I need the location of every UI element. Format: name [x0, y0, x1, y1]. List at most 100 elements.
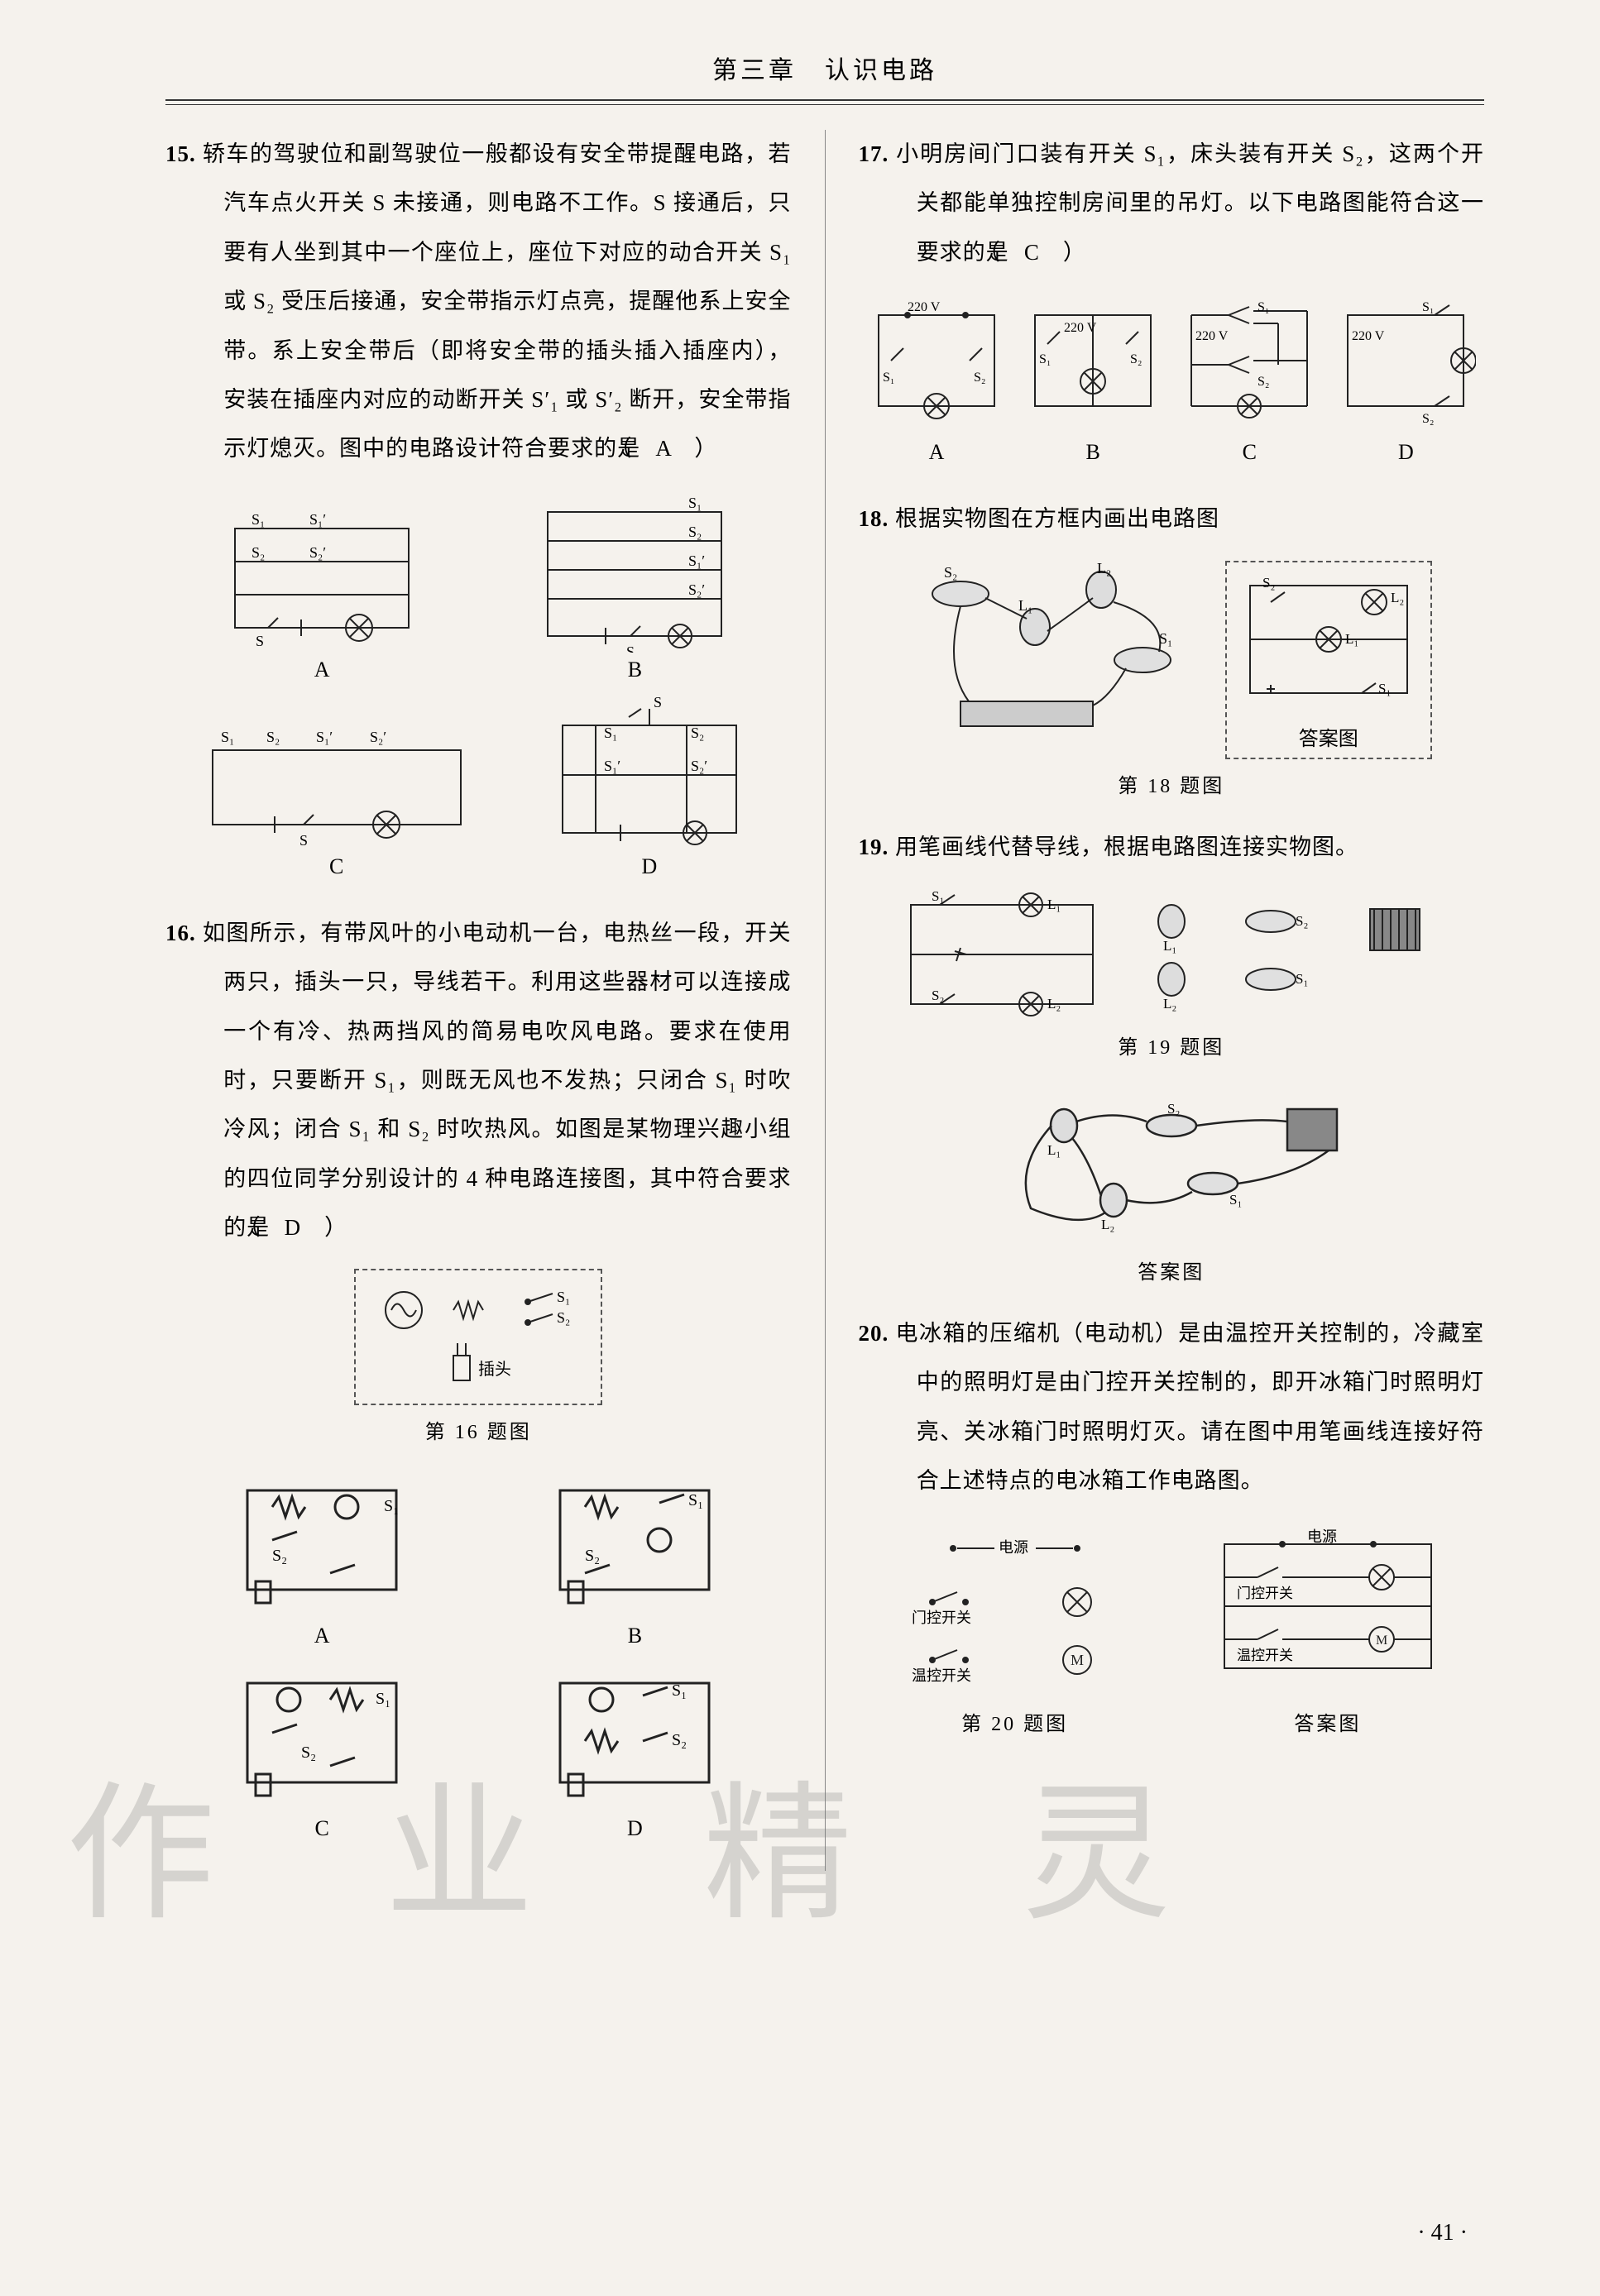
- q16-figure-stem: S₁ S₂ 插头 第 16 题图: [165, 1269, 792, 1444]
- svg-text:L₂: L₂: [1097, 561, 1111, 576]
- q17-a-icon: 220 V S₁ S₂: [866, 299, 1007, 431]
- q17-option-d: 220 V S₁ S₂ D: [1335, 299, 1476, 465]
- q19-body: 用笔画线代替导线，根据电路图连接实物图。: [895, 835, 1358, 859]
- q15-option-a: S₁ S₁′ S₂ S₂′ S A: [218, 512, 425, 682]
- circuit-d-icon: S S₁ S₂ S₁′ S₂′: [546, 692, 753, 849]
- q17-text-wrap: 17. 小明房间门口装有开关 S₁，床头装有开关 S₂，这两个开关都能单独控制房…: [859, 130, 1485, 277]
- q17-c-icon: 220 V S₁ S₂: [1179, 299, 1320, 431]
- q16-label-d: D: [535, 1816, 734, 1841]
- q18-text-wrap: 18. 根据实物图在方框内画出电路图: [859, 495, 1485, 543]
- q17-label-c: C: [1179, 440, 1320, 465]
- svg-text:L₂: L₂: [1163, 996, 1176, 1012]
- v220-a: 220 V: [908, 300, 941, 314]
- svg-text:S₁: S₁: [384, 1497, 399, 1515]
- q17-label-d: D: [1335, 440, 1476, 465]
- q16-label-b: B: [535, 1624, 734, 1648]
- svg-text:S₁: S₁: [1039, 352, 1051, 366]
- q16-body: 如图所示，有带风叶的小电动机一台，电热丝一段，开关两只，插头一只，导线若干。利用…: [203, 921, 792, 1240]
- svg-text:S₂′: S₂′: [688, 581, 705, 598]
- circuit-b-icon: S₁ S₂ S₁′ S₂′ S: [531, 495, 738, 653]
- svg-text:S₁: S₁: [1422, 300, 1434, 314]
- q18-caption: 第 18 题图: [859, 769, 1485, 798]
- q15-label-b: B: [531, 658, 738, 682]
- q15-text-wrap: 15. 轿车的驾驶位和副驾驶位一般都设有安全带提醒电路，若汽车点火开关 S 未接…: [165, 130, 792, 474]
- q20-temp-a: 温控开关: [912, 1667, 971, 1684]
- svg-text:S₂′: S₂′: [691, 758, 707, 774]
- svg-text:S: S: [299, 832, 308, 849]
- problem-18: 18. 根据实物图在方框内画出电路图: [859, 495, 1485, 797]
- q16-b-icon: S₁ S₂: [535, 1466, 734, 1614]
- q20-answer: M 电源 门控开关 温控开关 答案图: [1200, 1528, 1456, 1736]
- q16-d-icon: S₁ S₂: [535, 1658, 734, 1807]
- right-column: 17. 小明房间门口装有开关 S₁，床头装有开关 S₂，这两个开关都能单独控制房…: [859, 130, 1485, 1871]
- q19-answer-icon: L₁ L₂ S₂ S₁: [981, 1076, 1362, 1241]
- q15-label-d: D: [546, 854, 753, 879]
- svg-text:S₁: S₁: [557, 1289, 570, 1305]
- svg-text:S₂: S₂: [266, 729, 280, 745]
- q19-figure: S₁ L₁ S₂ L₂ L₁: [859, 888, 1485, 1021]
- page-number: · 41 ·: [1417, 2220, 1468, 2246]
- svg-text:S₁: S₁: [688, 1491, 703, 1509]
- rule-thick: [165, 99, 1484, 101]
- q16-option-a: S₁ S₂ A: [223, 1466, 421, 1648]
- svg-text:S₂: S₂: [974, 371, 985, 385]
- q18-body: 根据实物图在方框内画出电路图: [895, 506, 1219, 531]
- svg-text:S₁: S₁: [932, 888, 944, 904]
- q16-c-icon: S₁ S₂: [223, 1658, 421, 1807]
- svg-text:S₁: S₁: [1159, 630, 1172, 647]
- svg-text:S₂: S₂: [932, 988, 944, 1003]
- svg-text:S₁: S₁: [1229, 1192, 1242, 1208]
- q17-number: 17.: [859, 141, 889, 166]
- problem-17: 17. 小明房间门口装有开关 S₁，床头装有开关 S₂，这两个开关都能单独控制房…: [859, 130, 1485, 470]
- svg-text:S₂: S₂: [272, 1547, 287, 1565]
- svg-text:S₁′: S₁′: [316, 729, 333, 745]
- svg-text:S₂: S₂: [1167, 1101, 1180, 1117]
- q17-option-c: 220 V S₁ S₂ C: [1179, 299, 1320, 465]
- circuit-c-icon: S₁ S₂ S₁′ S₂′ S: [204, 725, 469, 849]
- svg-text:M: M: [1376, 1634, 1387, 1648]
- q17-figure: 220 V S₁ S₂ A: [859, 294, 1485, 470]
- q16-components-box: S₁ S₂ 插头: [354, 1269, 602, 1405]
- q20-text-wrap: 20. 电冰箱的压缩机（电动机）是由温控开关控制的，冷藏室中的照明灯是由门控开关…: [859, 1309, 1485, 1506]
- q18-figure: S₂ L₁ L₂ S₁: [859, 561, 1485, 759]
- q20-door-a: 门控开关: [912, 1610, 971, 1626]
- svg-text:S₁: S₁: [672, 1681, 687, 1700]
- q20-caption: 第 20 题图: [887, 1707, 1143, 1736]
- problem-19: 19. 用笔画线代替导线，根据电路图连接实物图。: [859, 823, 1485, 1284]
- q17-label-b: B: [1023, 440, 1163, 465]
- q19-text-wrap: 19. 用笔画线代替导线，根据电路图连接实物图。: [859, 823, 1485, 872]
- label-s2p: S₂′: [309, 544, 326, 561]
- q19-schematic-icon: S₁ L₁ S₂ L₂: [898, 888, 1105, 1021]
- q17-label-a: A: [866, 440, 1007, 465]
- svg-text:S₁: S₁: [1378, 681, 1391, 696]
- q18-answer-box: S₂ L₂ L₁ S₁ 答案图: [1225, 561, 1432, 759]
- q18-number: 18.: [859, 506, 889, 531]
- q16-option-b: S₁ S₂ B: [535, 1466, 734, 1648]
- svg-text:S₁: S₁: [1296, 971, 1308, 987]
- q16-label-a: A: [223, 1624, 421, 1648]
- q16-option-c: S₁ S₂ C: [223, 1658, 421, 1841]
- q19-number: 19.: [859, 835, 889, 859]
- q20-temp-b: 温控开关: [1237, 1648, 1293, 1663]
- q15-answer: （ A ）: [647, 424, 738, 473]
- svg-text:S₁′: S₁′: [688, 552, 705, 569]
- svg-text:S₂: S₂: [688, 524, 702, 540]
- q20-before: M 电源 门控开关 温控开关 第 20 题图: [887, 1528, 1143, 1736]
- svg-text:S₂: S₂: [585, 1547, 600, 1565]
- q20-answer-icon: M 电源 门控开关 温控开关: [1200, 1528, 1456, 1693]
- svg-text:S₁: S₁: [688, 495, 702, 511]
- q15-option-d: S S₁ S₂ S₁′ S₂′ D: [546, 692, 753, 879]
- page-title: 第三章 认识电路: [165, 50, 1484, 86]
- q19-anslabel: 答案图: [859, 1256, 1485, 1284]
- label-s1p: S₁′: [309, 512, 326, 528]
- v220-c: 220 V: [1195, 329, 1229, 343]
- q17-option-a: 220 V S₁ S₂ A: [866, 299, 1007, 465]
- problem-15: 15. 轿车的驾驶位和副驾驶位一般都设有安全带提醒电路，若汽车点火开关 S 未接…: [165, 130, 792, 884]
- q15-label-a: A: [218, 658, 425, 682]
- svg-text:L₁: L₁: [1047, 897, 1061, 912]
- q20-body: 电冰箱的压缩机（电动机）是由温控开关控制的，冷藏室中的照明灯是由门控开关控制的，…: [895, 1321, 1484, 1493]
- q15-option-c: S₁ S₂ S₁′ S₂′ S C: [204, 725, 469, 879]
- plug-label: 插头: [478, 1360, 511, 1379]
- v220-b: 220 V: [1064, 321, 1097, 335]
- svg-text:S₂′: S₂′: [370, 729, 386, 745]
